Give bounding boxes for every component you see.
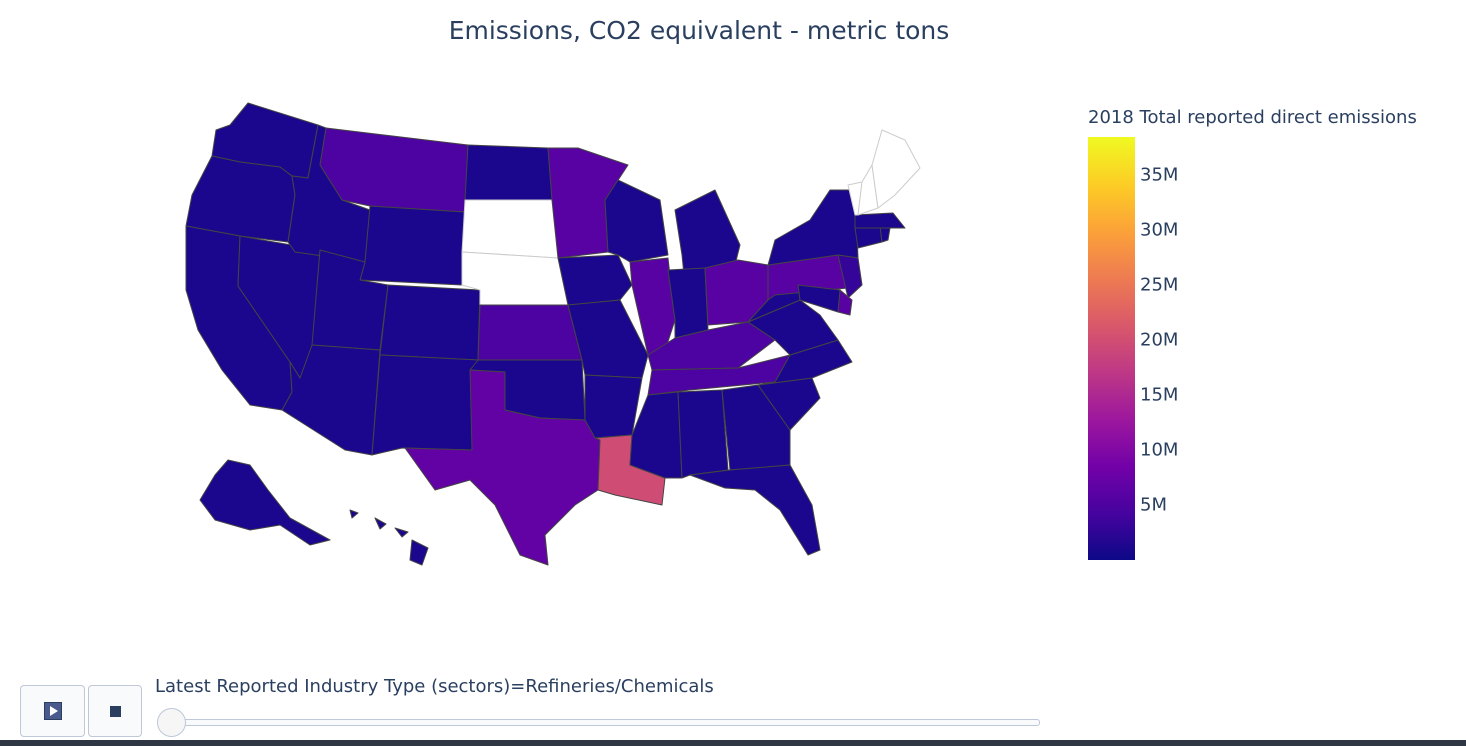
colorbar bbox=[1088, 137, 1135, 560]
slider-rail[interactable] bbox=[157, 719, 1040, 726]
colorbar-tick-label: 15M bbox=[1140, 384, 1179, 406]
state-fl[interactable] bbox=[689, 464, 821, 556]
state-hi[interactable] bbox=[349, 509, 429, 566]
colorbar-tick-label: 25M bbox=[1140, 274, 1179, 296]
slider-handle[interactable] bbox=[157, 708, 186, 737]
colorbar-tick-label: 5M bbox=[1140, 494, 1167, 516]
state-ms[interactable] bbox=[629, 391, 683, 479]
state-ma[interactable] bbox=[854, 212, 906, 229]
stop-button[interactable] bbox=[88, 685, 142, 737]
state-ia[interactable] bbox=[557, 254, 633, 306]
state-co[interactable] bbox=[379, 284, 481, 361]
play-icon bbox=[43, 702, 62, 720]
colorbar-tick-label: 35M bbox=[1140, 164, 1179, 186]
colorbar-tick-label: 20M bbox=[1140, 329, 1179, 351]
state-wy[interactable] bbox=[359, 205, 466, 286]
state-me[interactable] bbox=[871, 129, 921, 209]
chart-title: Emissions, CO2 equivalent - metric tons bbox=[448, 16, 950, 45]
state-sd[interactable] bbox=[461, 199, 559, 259]
state-md[interactable] bbox=[797, 284, 841, 313]
play-button[interactable] bbox=[20, 685, 85, 737]
state-al[interactable] bbox=[677, 389, 729, 479]
state-in[interactable] bbox=[667, 267, 709, 339]
slider-label: Latest Reported Industry Type (sectors)=… bbox=[155, 676, 714, 697]
state-nj[interactable] bbox=[837, 254, 863, 299]
colorbar-tick-label: 10M bbox=[1140, 439, 1179, 461]
state-nm[interactable] bbox=[371, 354, 479, 456]
colorbar-tick-label: 30M bbox=[1140, 219, 1179, 241]
state-ar[interactable] bbox=[584, 374, 643, 439]
stop-icon bbox=[109, 705, 121, 717]
state-nd[interactable] bbox=[464, 144, 553, 201]
state-wi[interactable] bbox=[604, 179, 669, 263]
state-ny[interactable] bbox=[767, 189, 859, 266]
state-tx[interactable] bbox=[404, 369, 601, 566]
bottom-bar bbox=[0, 740, 1466, 746]
colorbar-title: 2018 Total reported direct emissions bbox=[1088, 107, 1417, 128]
state-ak[interactable] bbox=[199, 459, 331, 546]
state-ks[interactable] bbox=[477, 304, 583, 361]
state-ct[interactable] bbox=[854, 225, 883, 249]
state-mt[interactable] bbox=[319, 127, 469, 213]
